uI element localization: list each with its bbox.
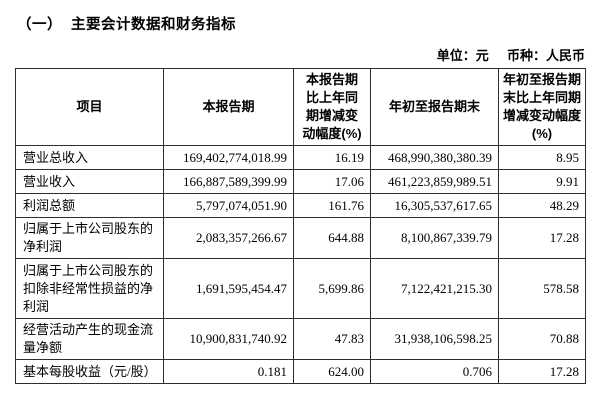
cell-ytd-change: 578.58 [498,258,586,319]
cell-item: 基本每股收益（元/股） [15,359,164,384]
cell-ytd: 16,305,537,617.65 [370,193,499,218]
cell-ytd: 0.706 [370,359,499,384]
cell-ytd: 31,938,106,598.25 [370,318,499,360]
cell-item: 营业总收入 [15,145,164,170]
table-row: 归属于上市公司股东的净利润 2,083,357,266.67 644.88 8,… [15,217,586,259]
cell-ytd: 468,990,380,380.39 [370,145,499,170]
table-row: 营业收入 166,887,589,399.99 17.06 461,223,85… [15,169,586,194]
cell-item: 营业收入 [15,169,164,194]
table-row: 基本每股收益（元/股） 0.181 624.00 0.706 17.28 [15,359,586,384]
cell-ytd: 7,122,421,215.30 [370,258,499,319]
table-row: 归属于上市公司股东的扣除非经常性损益的净利润 1,691,595,454.47 … [15,258,586,319]
cell-current-period: 5,797,074,051.90 [163,193,294,218]
cell-current-period: 169,402,774,018.99 [163,145,294,170]
column-header-current-period: 本报告期 [163,68,294,146]
cell-ytd: 8,100,867,339.79 [370,217,499,259]
column-header-ytd: 年初至报告期末 [370,68,499,146]
column-header-current-period-change: 本报告期比上年同期增减变动幅度(%) [293,68,371,146]
cell-current-period: 166,887,589,399.99 [163,169,294,194]
column-header-ytd-change: 年初至报告期末比上年同期增减变动幅度 (%) [498,68,586,146]
unit-label: 单位：元 [436,48,489,63]
cell-ytd-change: 17.28 [498,359,586,384]
header-row: 项目 本报告期 本报告期比上年同期增减变动幅度(%) 年初至报告期末 年初至报告… [15,68,586,146]
cell-current-period-change: 17.06 [293,169,371,194]
cell-current-period-change: 47.83 [293,318,371,360]
section-title-text: 主要会计数据和财务指标 [71,17,236,33]
column-header-item: 项目 [15,68,164,146]
cell-current-period: 2,083,357,266.67 [163,217,294,259]
cell-ytd-change: 17.28 [498,217,586,259]
cell-ytd-change: 8.95 [498,145,586,170]
cell-current-period-change: 624.00 [293,359,371,384]
financial-indicators-table: 项目 本报告期 本报告期比上年同期增减变动幅度(%) 年初至报告期末 年初至报告… [15,68,586,384]
cell-current-period-change: 161.76 [293,193,371,218]
cell-item: 归属于上市公司股东的净利润 [15,217,164,259]
currency-label: 币种：人民币 [506,48,585,63]
table-row: 经营活动产生的现金流量净额 10,900,831,740.92 47.83 31… [15,318,586,360]
cell-ytd-change: 70.88 [498,318,586,360]
cell-ytd-change: 48.29 [498,193,586,218]
section-title: （一） 主要会计数据和财务指标 [0,0,600,34]
cell-item: 经营活动产生的现金流量净额 [15,318,164,360]
cell-current-period: 0.181 [163,359,294,384]
section-number: （一） [17,17,62,33]
cell-current-period-change: 5,699.86 [293,258,371,319]
cell-current-period: 1,691,595,454.47 [163,258,294,319]
cell-ytd: 461,223,859,989.51 [370,169,499,194]
cell-current-period-change: 16.19 [293,145,371,170]
cell-ytd-change: 9.91 [498,169,586,194]
cell-item: 归属于上市公司股东的扣除非经常性损益的净利润 [15,258,164,319]
table-row: 营业总收入 169,402,774,018.99 16.19 468,990,3… [15,145,586,170]
cell-current-period-change: 644.88 [293,217,371,259]
table-row: 利润总额 5,797,074,051.90 161.76 16,305,537,… [15,193,586,218]
cell-current-period: 10,900,831,740.92 [163,318,294,360]
cell-item: 利润总额 [15,193,164,218]
unit-currency-line: 单位：元 币种：人民币 [0,45,585,64]
